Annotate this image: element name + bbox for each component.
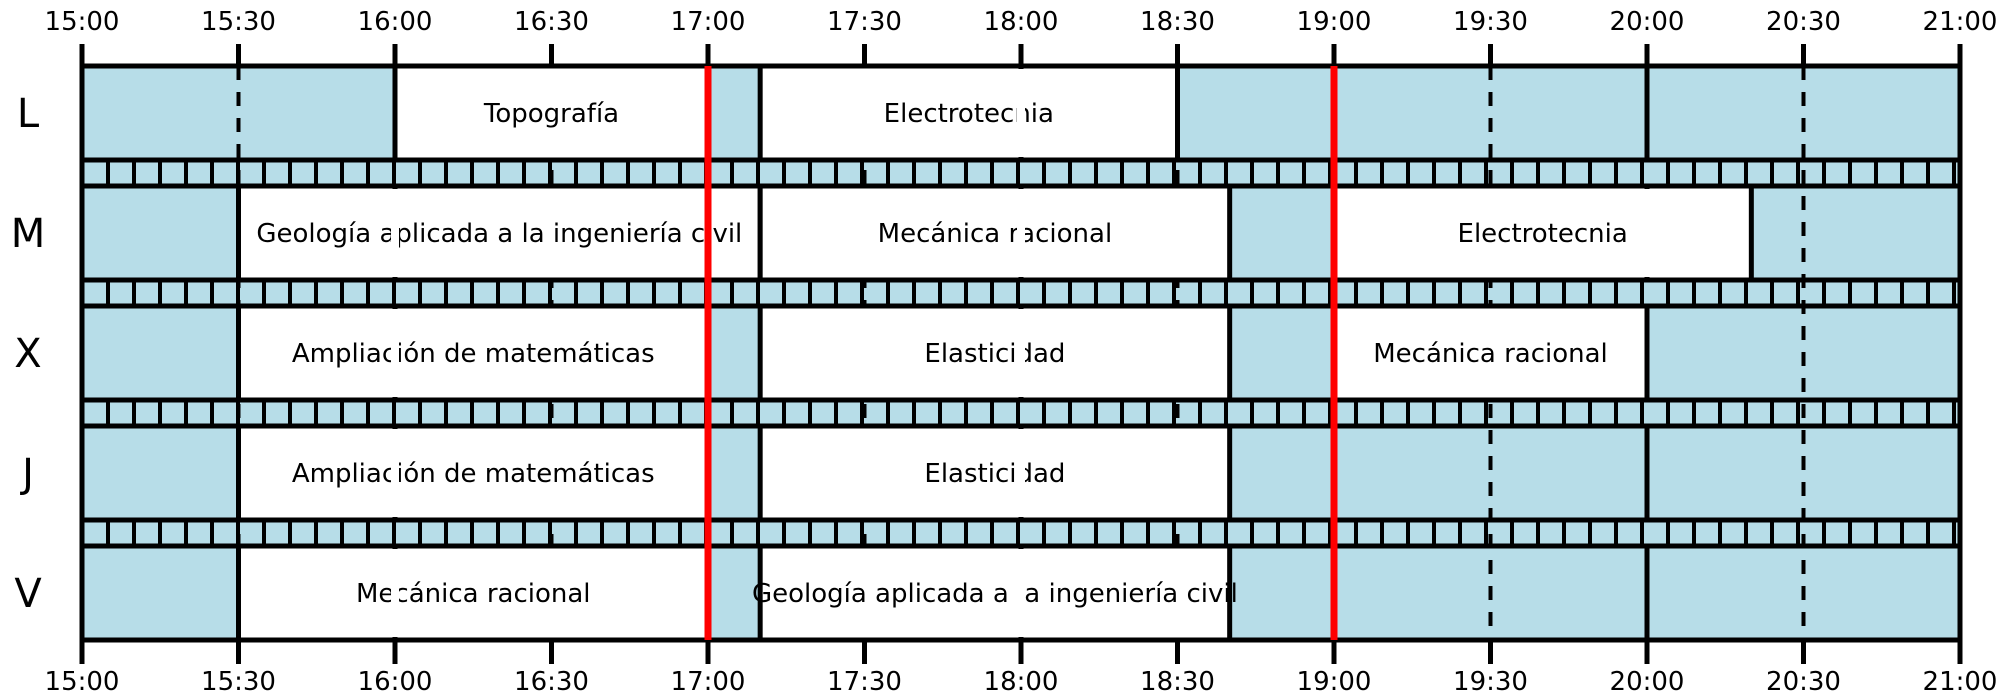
top-tick-label: 19:30 (1453, 7, 1528, 37)
bottom-tick-label: 17:00 (671, 667, 746, 694)
day-label: V (14, 571, 42, 617)
time-axes: 15:00 15:00 15:30 15:30 16:00 16:00 16:30 16:30… (45, 7, 1998, 694)
day-label: J (19, 451, 34, 497)
class-name: Ampliación de matemáticas (292, 459, 655, 489)
class-block (757, 183, 1233, 283)
bottom-tick-label: 15:30 (201, 667, 276, 694)
top-tick-label: 16:00 (358, 7, 433, 37)
class-interior-cover (1017, 189, 1025, 277)
class-interior-cover (391, 189, 399, 277)
day-label: M (11, 211, 46, 257)
top-tick-label: 17:00 (671, 7, 746, 37)
class-block (236, 543, 711, 643)
class-block (757, 543, 1233, 643)
time-markers (704, 66, 1338, 640)
bottom-tick-label: 16:00 (358, 667, 433, 694)
class-name: Mecánica racional (1373, 339, 1608, 369)
top-tick-label: 18:30 (1140, 7, 1215, 37)
bottom-tick-label: 18:00 (984, 667, 1059, 694)
class-name: Elasticidad (924, 339, 1065, 369)
top-tick-label: 18:00 (984, 7, 1059, 37)
top-tick-label: 16:30 (514, 7, 589, 37)
top-tick-label: 20:00 (1610, 7, 1685, 37)
class-interior-cover (391, 309, 399, 397)
bottom-tick-label: 20:00 (1610, 667, 1685, 694)
class-block (757, 423, 1233, 523)
bottom-tick-label: 15:00 (45, 667, 120, 694)
top-tick-label: 19:00 (1297, 7, 1372, 37)
bottom-tick-label: 20:30 (1766, 667, 1841, 694)
bottom-tick-label: 19:00 (1297, 667, 1372, 694)
class-block (757, 63, 1181, 163)
class-interior-cover (391, 549, 399, 637)
day-label: L (17, 91, 40, 137)
bottom-tick-label: 18:30 (1140, 667, 1215, 694)
bottom-tick-label: 16:30 (514, 667, 589, 694)
class-name: Mecánica racional (878, 219, 1113, 249)
class-name: Electrotecnia (1458, 219, 1628, 249)
bottom-tick-label: 19:30 (1453, 667, 1528, 694)
class-name: Topografía (483, 99, 619, 129)
class-interior-cover (1643, 189, 1651, 277)
top-tick-label: 15:30 (201, 7, 276, 37)
day-labels: L M X J V (11, 91, 46, 617)
class-name: Geología aplicada a la ingeniería civil (752, 579, 1238, 609)
class-block (757, 303, 1233, 403)
top-tick-label: 20:30 (1766, 7, 1841, 37)
top-tick-label: 21:00 (1923, 7, 1998, 37)
class-name: Ampliación de matemáticas (292, 339, 655, 369)
class-name: Geología aplicada a la ingeniería civil (256, 219, 742, 249)
top-tick-label: 15:00 (45, 7, 120, 37)
class-name: Elasticidad (924, 459, 1065, 489)
day-label: X (14, 331, 41, 377)
class-interior-cover (1017, 69, 1025, 157)
class-interior-cover (1017, 549, 1025, 637)
bottom-tick-label: 21:00 (1923, 667, 1998, 694)
class-blocks: Topografía Electrotecnia Geología aplicada… (236, 63, 1754, 643)
top-tick-label: 17:30 (827, 7, 902, 37)
class-interior-cover (391, 429, 399, 517)
class-interior-cover (1017, 309, 1025, 397)
class-block (236, 183, 763, 283)
class-block (1331, 303, 1650, 403)
class-name: Electrotecnia (884, 99, 1054, 129)
class-interior-cover (1017, 429, 1025, 517)
bottom-tick-label: 17:30 (827, 667, 902, 694)
